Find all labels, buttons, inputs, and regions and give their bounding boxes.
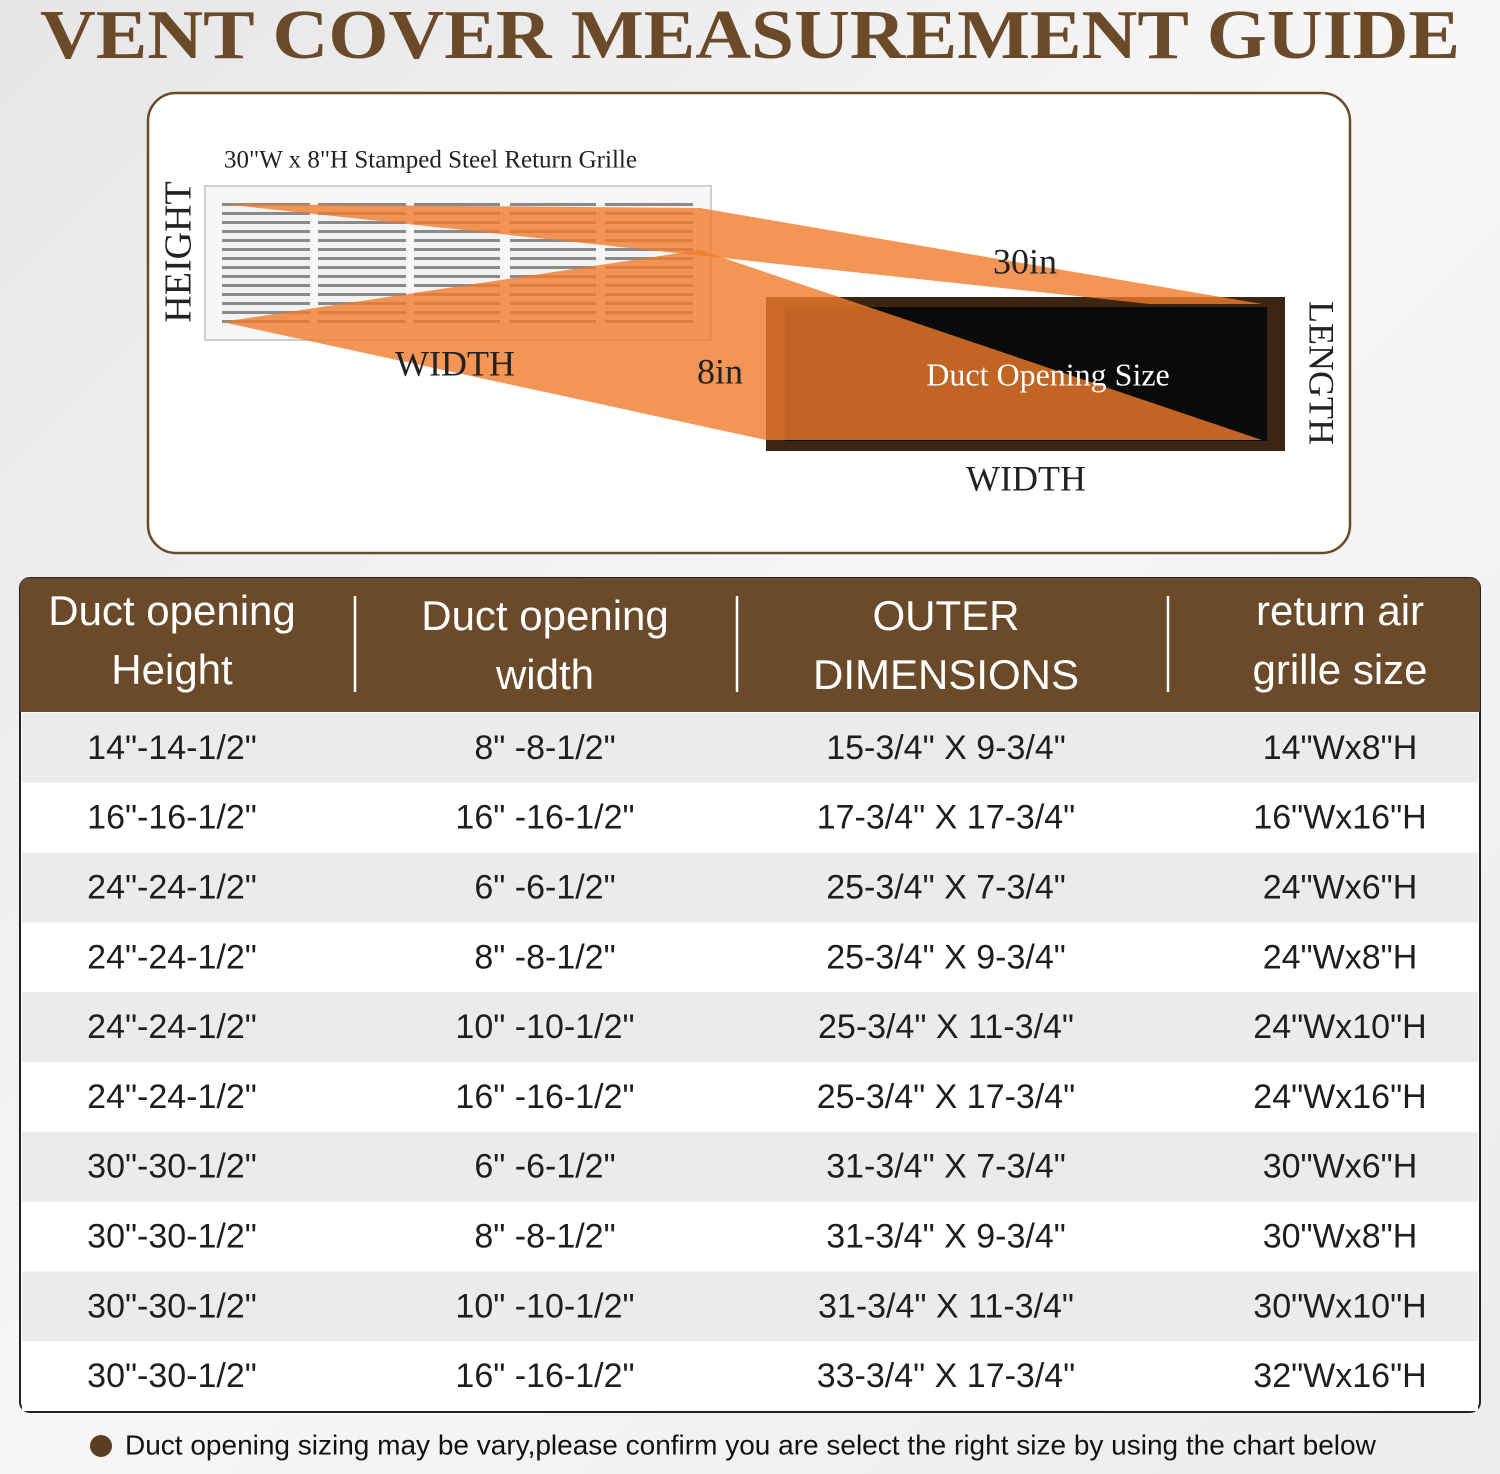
table-cell: 24"-24-1/2" xyxy=(87,938,257,976)
table-body: Duct opening Height Duct opening width OUTER… xyxy=(22,587,1478,1411)
width-label: WIDTH xyxy=(395,343,515,383)
table-row xyxy=(22,713,1478,783)
header-cell: DIMENSIONS xyxy=(813,651,1079,698)
table-cell: 30"Wx8"H xyxy=(1263,1217,1418,1255)
table-cell: 25-3/4" X 7-3/4" xyxy=(826,868,1066,906)
table-row xyxy=(22,1271,1478,1342)
table-cell: 30"-30-1/2" xyxy=(87,1287,257,1325)
table-cell: 8" -8-1/2" xyxy=(474,729,615,767)
table-cell: 30"Wx6"H xyxy=(1263,1148,1418,1186)
table-cell: 33-3/4" X 17-3/4" xyxy=(817,1357,1076,1395)
table-cell: 10" -10-1/2" xyxy=(455,1287,634,1325)
table-cell: 25-3/4" X 9-3/4" xyxy=(826,938,1066,976)
note: Duct opening sizing may be vary,please c… xyxy=(125,1429,1377,1460)
table-row xyxy=(22,992,1478,1062)
table-cell: 31-3/4" X 9-3/4" xyxy=(826,1217,1066,1255)
table-cell: 30"-30-1/2" xyxy=(87,1217,257,1255)
table-cell: 24"Wx16"H xyxy=(1253,1078,1426,1116)
table-row xyxy=(22,1062,1478,1132)
table-cell: 16" -16-1/2" xyxy=(455,1357,634,1395)
table-cell: 24"-24-1/2" xyxy=(87,868,257,906)
table-cell: 15-3/4" X 9-3/4" xyxy=(826,729,1066,767)
table-cell: 30"Wx10"H xyxy=(1253,1287,1426,1325)
table-cell: 24"Wx8"H xyxy=(1263,938,1418,976)
table-cell: 16" -16-1/2" xyxy=(455,1078,634,1116)
table-cell: 24"-24-1/2" xyxy=(87,1008,257,1046)
header-cell: Duct opening xyxy=(48,587,296,634)
header-cell: grille size xyxy=(1252,646,1427,693)
table-cell: 6" -6-1/2" xyxy=(474,868,615,906)
table-cell: 16" -16-1/2" xyxy=(455,799,634,837)
table-cell: 8" -8-1/2" xyxy=(474,938,615,976)
table-cell: 14"-14-1/2" xyxy=(87,729,257,767)
header-cell: return air xyxy=(1256,587,1424,634)
table-cell: 17-3/4" X 17-3/4" xyxy=(817,799,1076,837)
length-label: LENGTH xyxy=(1302,301,1342,445)
table-cell: 31-3/4" X 7-3/4" xyxy=(826,1148,1066,1186)
table-cell: 10" -10-1/2" xyxy=(455,1008,634,1046)
header-cell: width xyxy=(495,651,594,698)
table-cell: 30"-30-1/2" xyxy=(87,1357,257,1395)
table-row xyxy=(22,1201,1478,1272)
title: VENT COVER MEASUREMENT GUIDE xyxy=(40,0,1460,74)
table-cell: 24"-24-1/2" xyxy=(87,1078,257,1116)
table-cell: 6" -6-1/2" xyxy=(474,1148,615,1186)
grille-label: 30"W x 8"H Stamped Steel Return Grille xyxy=(224,147,637,174)
table-row xyxy=(22,852,1478,923)
table-cell: 31-3/4" X 11-3/4" xyxy=(818,1287,1074,1325)
length-value: 30in xyxy=(993,241,1057,281)
duct-width-label: WIDTH xyxy=(966,458,1086,498)
note-bullet xyxy=(90,1435,112,1457)
header-cell: Height xyxy=(111,646,233,693)
table-cell: 24"Wx10"H xyxy=(1253,1008,1426,1046)
table-cell: 25-3/4" X 11-3/4" xyxy=(818,1008,1074,1046)
table-cell: 32"Wx16"H xyxy=(1253,1357,1426,1395)
table-cell: 30"-30-1/2" xyxy=(87,1148,257,1186)
header-cell: Duct opening xyxy=(421,592,669,639)
projection-band xyxy=(222,204,1262,304)
table-cell: 25-3/4" X 17-3/4" xyxy=(817,1078,1076,1116)
table-row xyxy=(22,1341,1478,1411)
table-row xyxy=(22,1131,1478,1202)
projection-band xyxy=(222,250,1262,440)
header-cell: OUTER xyxy=(873,592,1020,639)
table-cell: 8" -8-1/2" xyxy=(474,1217,615,1255)
table-cell: 24"Wx6"H xyxy=(1263,868,1418,906)
table-cell: 16"Wx16"H xyxy=(1253,799,1426,837)
height-label: HEIGHT xyxy=(158,181,200,322)
height-value: 8in xyxy=(697,351,743,391)
table-row xyxy=(22,922,1478,993)
duct-label: Duct Opening Size xyxy=(926,356,1170,392)
table-cell: 14"Wx8"H xyxy=(1263,729,1418,767)
table-header xyxy=(20,578,1480,712)
table-row xyxy=(22,782,1478,853)
table-cell: 16"-16-1/2" xyxy=(87,799,257,837)
